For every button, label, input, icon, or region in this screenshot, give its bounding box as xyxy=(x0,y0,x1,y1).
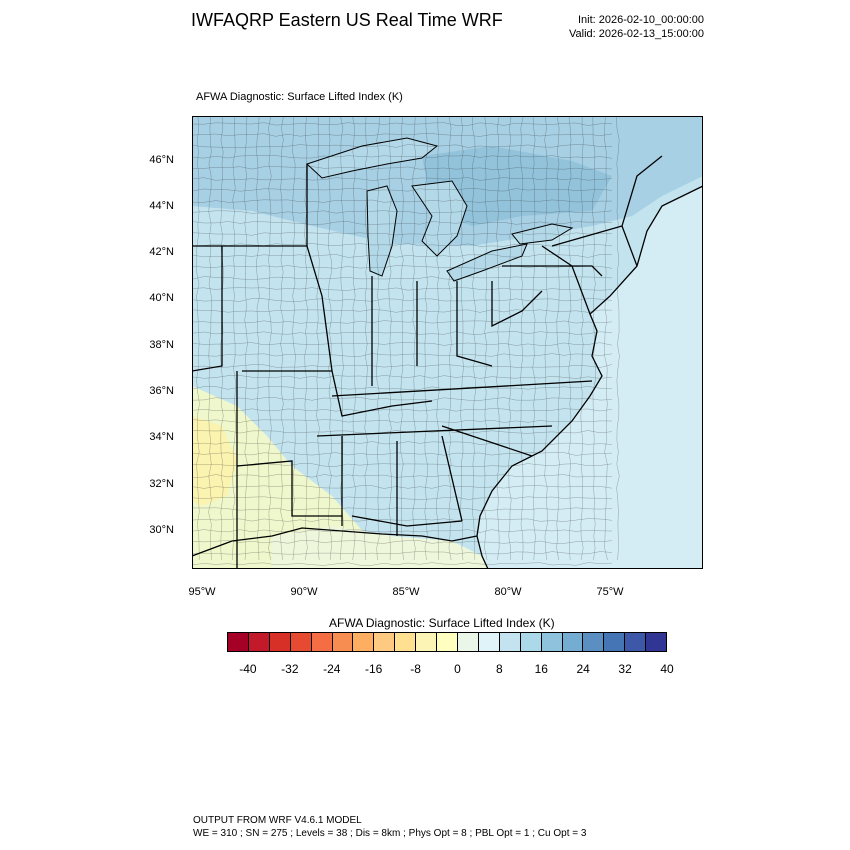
colorbar-cell xyxy=(604,633,626,651)
colorbar-cell xyxy=(374,633,396,651)
colorbar-title: AFWA Diagnostic: Surface Lifted Index (K… xyxy=(329,616,555,630)
colorbar-cell xyxy=(520,633,542,651)
yellow-sw-region xyxy=(192,416,237,506)
colorbar-cell xyxy=(269,633,291,651)
lon-label: 85°W xyxy=(392,586,420,598)
colorbar-label: 24 xyxy=(576,662,590,676)
lat-label: 32°N xyxy=(149,478,174,490)
colorbar-cell xyxy=(437,633,458,651)
ridge-area xyxy=(422,146,612,226)
colorbar-cell xyxy=(248,633,270,651)
colorbar-label: 8 xyxy=(496,662,503,676)
map-canvas xyxy=(192,116,703,569)
colorbar-cell xyxy=(332,633,354,651)
colorbar-label: 40 xyxy=(660,662,674,676)
field-title: AFWA Diagnostic: Surface Lifted Index (K… xyxy=(196,91,403,103)
colorbar-label: 0 xyxy=(454,662,461,676)
colorbar-label: -24 xyxy=(323,662,341,676)
gulf-region xyxy=(272,526,488,569)
map-panel xyxy=(192,116,703,569)
colorbar-cell xyxy=(353,633,375,651)
coastline xyxy=(476,185,703,569)
colorbar-cell xyxy=(395,633,417,651)
colorbar-cell xyxy=(541,633,563,651)
footer-model: OUTPUT FROM WRF V4.6.1 MODEL xyxy=(193,815,362,826)
lon-label: 75°W xyxy=(596,586,624,598)
lat-label: 44°N xyxy=(149,200,174,212)
county-lines xyxy=(192,116,620,566)
colorbar-cell xyxy=(583,633,605,651)
lon-label: 90°W xyxy=(290,586,318,598)
map-frame xyxy=(192,116,703,569)
colorbar-cell xyxy=(478,633,500,651)
lake-superior xyxy=(306,137,439,179)
lat-label: 30°N xyxy=(149,524,174,536)
colorbar-cell xyxy=(290,633,312,651)
lat-label: 42°N xyxy=(149,246,174,258)
init-time: Init: 2026-02-10_00:00:00 xyxy=(578,14,704,26)
colorbar-cell xyxy=(416,633,438,651)
lat-label: 38°N xyxy=(149,339,174,351)
colorbar xyxy=(227,632,667,652)
lat-label: 36°N xyxy=(149,385,174,397)
colorbar-cell xyxy=(457,633,479,651)
colorbar-label: 32 xyxy=(618,662,632,676)
colorbar-label: -8 xyxy=(410,662,421,676)
lat-label: 46°N xyxy=(149,154,174,166)
footer-params: WE = 310 ; SN = 275 ; Levels = 38 ; Dis … xyxy=(193,828,587,839)
lat-label: 40°N xyxy=(149,292,174,304)
colorbar-cell xyxy=(625,633,647,651)
colorbar-label: -40 xyxy=(239,662,257,676)
colorbar-label: 16 xyxy=(534,662,548,676)
map-title: IWFAQRP Eastern US Real Time WRF xyxy=(191,10,503,30)
lon-label: 80°W xyxy=(494,586,522,598)
lake-erie xyxy=(446,243,528,282)
lat-label: 34°N xyxy=(149,431,174,443)
colorbar-cell xyxy=(499,633,521,651)
gulf-coast xyxy=(192,527,478,557)
lon-label: 95°W xyxy=(188,586,216,598)
valid-time: Valid: 2026-02-13_15:00:00 xyxy=(569,28,704,40)
colorbar-label: -32 xyxy=(281,662,299,676)
colorbar-cell xyxy=(311,633,333,651)
colorbar-cell xyxy=(228,633,249,651)
colorbar-cell xyxy=(646,633,667,651)
colorbar-label: -16 xyxy=(364,662,383,676)
colorbar-cell xyxy=(562,633,584,651)
state-borders xyxy=(192,155,663,569)
land-area xyxy=(192,116,703,569)
